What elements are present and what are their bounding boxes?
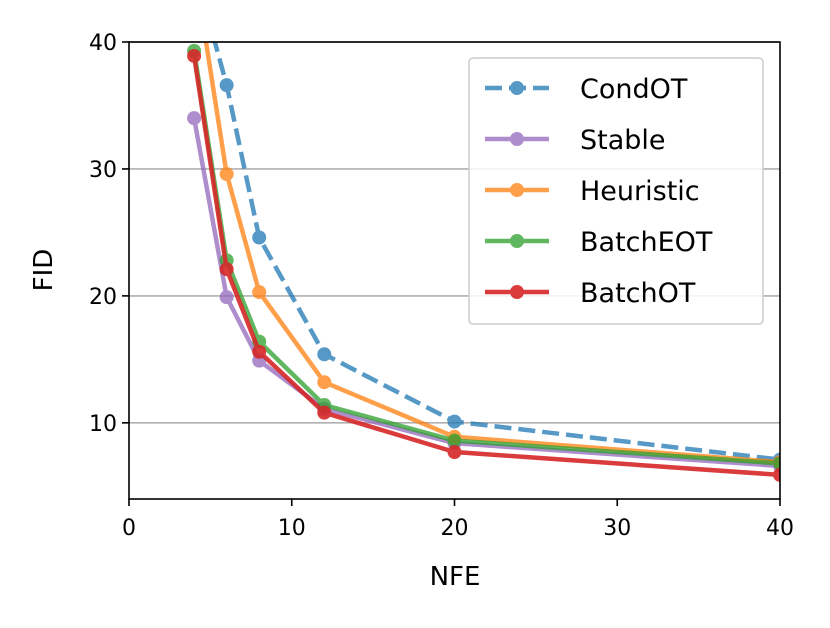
legend-label-stable: Stable — [580, 125, 666, 156]
y-tick-label-40: 40 — [89, 31, 117, 56]
legend-dot-batchot — [510, 285, 524, 299]
series-line-batchot — [191, 55, 780, 478]
y-tick-label-20: 20 — [89, 285, 117, 310]
legend-label-batchot: BatchOT — [580, 278, 696, 309]
legend: CondOT Stable Heuristic BatchEOT BatchOT — [468, 57, 764, 325]
y-axis-label: FID — [29, 249, 59, 292]
series-point-batchot-6 — [219, 262, 234, 277]
series-point-stable-4 — [187, 111, 202, 126]
series-point-batchot-40 — [773, 467, 780, 482]
legend-marker-condot — [485, 81, 549, 95]
legend-dot-condot — [510, 81, 524, 95]
tick-layer: 10 20 30 40 0 10 20 30 40 — [89, 31, 794, 541]
series-point-batchot-8 — [252, 344, 267, 359]
x-tick-label-40: 40 — [766, 516, 794, 541]
series-point-stable-6 — [219, 290, 234, 305]
legend-marker-batcheot — [485, 234, 549, 248]
series-point-batchot-4 — [187, 48, 202, 63]
legend-dot-batcheot — [510, 234, 524, 248]
legend-dot-heuristic — [510, 183, 524, 197]
series-line-condot — [212, 42, 780, 462]
series-line-heuristic — [203, 42, 780, 465]
series-layer — [187, 42, 780, 482]
legend-label-condot: CondOT — [580, 74, 688, 105]
y-tick-label-30: 30 — [89, 158, 117, 183]
x-tick-label-30: 30 — [603, 516, 631, 541]
series-point-condot-8 — [252, 230, 267, 245]
legend-box — [468, 57, 764, 325]
legend-marker-stable — [485, 132, 549, 146]
series-point-condot-12 — [317, 347, 332, 362]
x-tick-label-0: 0 — [122, 516, 136, 541]
x-tick-label-20: 20 — [441, 516, 469, 541]
series-point-heuristic-8 — [252, 285, 267, 300]
series-point-batchot-12 — [317, 405, 332, 420]
series-point-heuristic-12 — [317, 375, 332, 390]
legend-label-heuristic: Heuristic — [580, 176, 700, 207]
series-point-batcheot-20 — [447, 433, 462, 448]
series-point-batcheot-40 — [773, 456, 780, 471]
y-tick-label-10: 10 — [89, 412, 117, 437]
x-axis-label: NFE — [430, 562, 481, 592]
series-point-batchot-20 — [447, 445, 462, 460]
legend-label-batcheot: BatchEOT — [580, 227, 713, 258]
series-point-condot-6 — [219, 78, 234, 93]
series-batchot — [187, 48, 780, 482]
legend-marker-batchot — [485, 285, 549, 299]
legend-marker-heuristic — [485, 183, 549, 197]
legend-dot-stable — [510, 132, 524, 146]
series-point-condot-20 — [447, 414, 462, 429]
x-tick-label-10: 10 — [278, 516, 306, 541]
series-point-heuristic-6 — [219, 167, 234, 182]
